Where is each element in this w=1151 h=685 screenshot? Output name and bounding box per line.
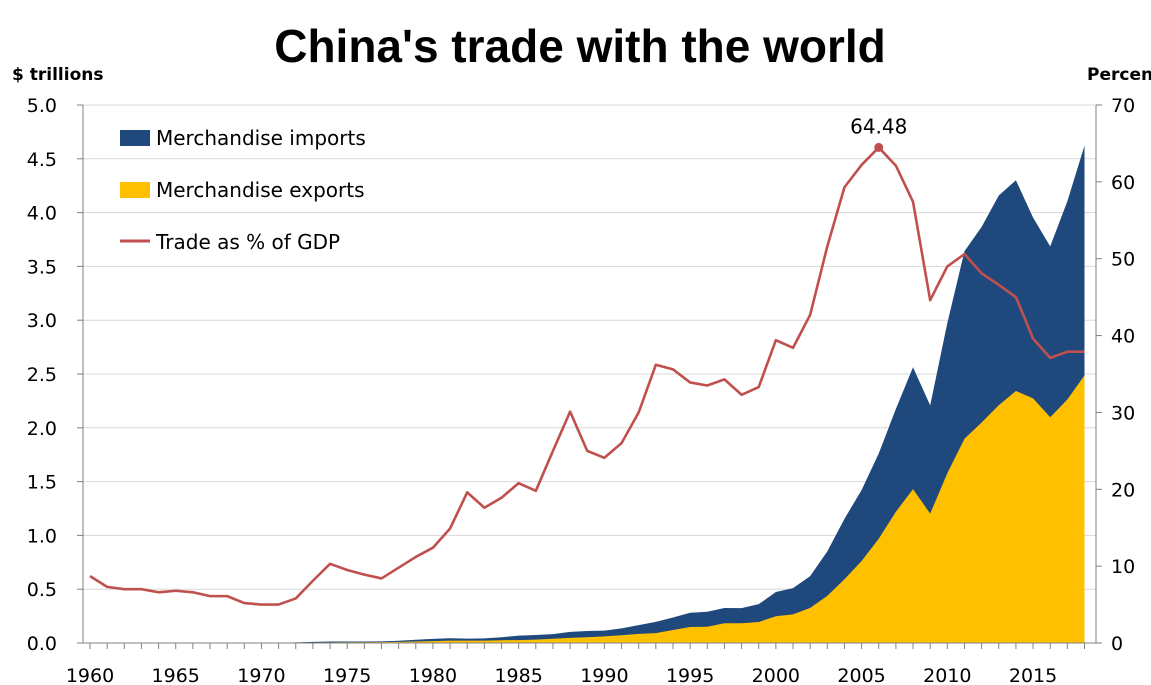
right-tick-label: 70 [1111,95,1135,117]
area-exports [90,375,1085,643]
left-tick-label: 0.5 [27,579,57,601]
left-tick-label: 1.0 [27,525,57,547]
left-tick-label: 2.0 [27,418,57,440]
legend-swatch-exports [120,182,150,198]
x-tick-label: 1990 [580,665,628,685]
left-tick-label: 3.0 [27,310,57,332]
left-tick-label: 0.0 [27,633,57,655]
left-tick-label: 4.5 [27,149,57,171]
line-series [89,146,1085,606]
area-series [90,145,1085,644]
x-tick-label: 2005 [837,665,885,685]
chart-title: China's trade with the world [274,20,886,72]
right-tick-label: 40 [1111,326,1135,348]
line-trade-gdp [89,146,1085,606]
right-tick-label: 0 [1111,633,1123,655]
legend-swatch-imports [120,130,150,146]
right-axis-ticks: 0 10 20 30 40 50 60 70 [1096,95,1135,655]
x-tick-label: 1985 [494,665,542,685]
peak-label: 64.48 [850,114,907,138]
left-axis-ticks: 0.0 0.5 1.0 1.5 2.0 2.5 3.0 3.5 4.0 4.5 5.0 [27,95,83,655]
x-tick-label: 1965 [152,665,200,685]
x-tick-label: 1975 [323,665,371,685]
peak-point [874,142,884,152]
right-tick-label: 30 [1111,402,1135,424]
legend-label-gdp: Trade as % of GDP [155,230,340,254]
right-tick-label: 50 [1111,249,1135,271]
x-tick-label: 2010 [923,665,971,685]
left-tick-label: 3.5 [27,256,57,278]
right-tick-label: 60 [1111,172,1135,194]
right-tick-label: 20 [1111,479,1135,501]
x-tick-label: 2000 [752,665,800,685]
x-tick-label: 1995 [666,665,714,685]
left-tick-label: 4.0 [27,203,57,225]
right-tick-label: 10 [1111,556,1135,578]
legend: Merchandise imports Merchandise exports … [120,126,366,254]
gridlines [83,104,1096,590]
legend-label-imports: Merchandise imports [156,126,366,150]
x-axis-ticks: 1960 1965 1970 1975 1980 1985 1990 1995 2000 2005… [66,643,1085,685]
x-tick-label: 1980 [409,665,457,685]
annotations: 64.48 [850,114,907,152]
left-axis-unit: $ trillions [12,65,103,85]
left-tick-label: 2.5 [27,364,57,386]
x-tick-label: 1970 [237,665,285,685]
x-tick-label: 1960 [66,665,114,685]
right-axis-unit: Percent [1087,65,1151,85]
x-tick-label: 2015 [1009,665,1057,685]
left-tick-label: 1.5 [27,472,57,494]
left-tick-label: 5.0 [27,95,57,117]
legend-label-exports: Merchandise exports [156,178,365,202]
